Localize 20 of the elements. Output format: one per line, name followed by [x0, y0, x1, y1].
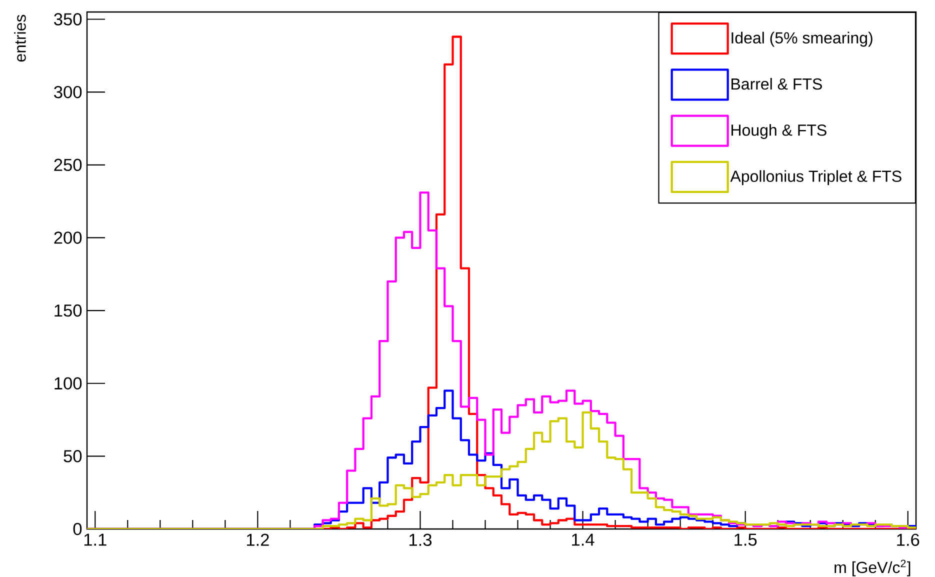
- x-tick-label: 1.1: [84, 534, 106, 546]
- x-tick-label: 1.3: [410, 534, 432, 546]
- x-tick-label: 1.6: [897, 534, 920, 546]
- y-tick-label: 350: [54, 13, 82, 26]
- y-tick-label: 250: [54, 158, 82, 172]
- y-tick-label: 150: [54, 304, 82, 317]
- x-tick-label: 1.2: [246, 534, 269, 546]
- legend-label: Apollonius Triplet & FTS: [730, 170, 902, 186]
- y-tick-label: 200: [54, 232, 82, 244]
- x-tick-label: 1.4: [572, 534, 594, 546]
- legend-label: Ideal (5% smearing): [732, 32, 872, 47]
- y-tick-label: 50: [64, 450, 82, 462]
- y-axis-title: entries: [14, 14, 26, 62]
- legend-label: Barrel & FTS: [732, 78, 822, 90]
- legend-label: Hough & FTS: [732, 124, 826, 139]
- y-tick-label: 100: [54, 377, 82, 390]
- x-tick-label: 1.5: [734, 534, 757, 546]
- x-axis-title: m [GeV/c$^{2}$]: [834, 560, 910, 576]
- y-tick-label: 300: [54, 86, 82, 98]
- y-tick-label: 0: [73, 522, 82, 536]
